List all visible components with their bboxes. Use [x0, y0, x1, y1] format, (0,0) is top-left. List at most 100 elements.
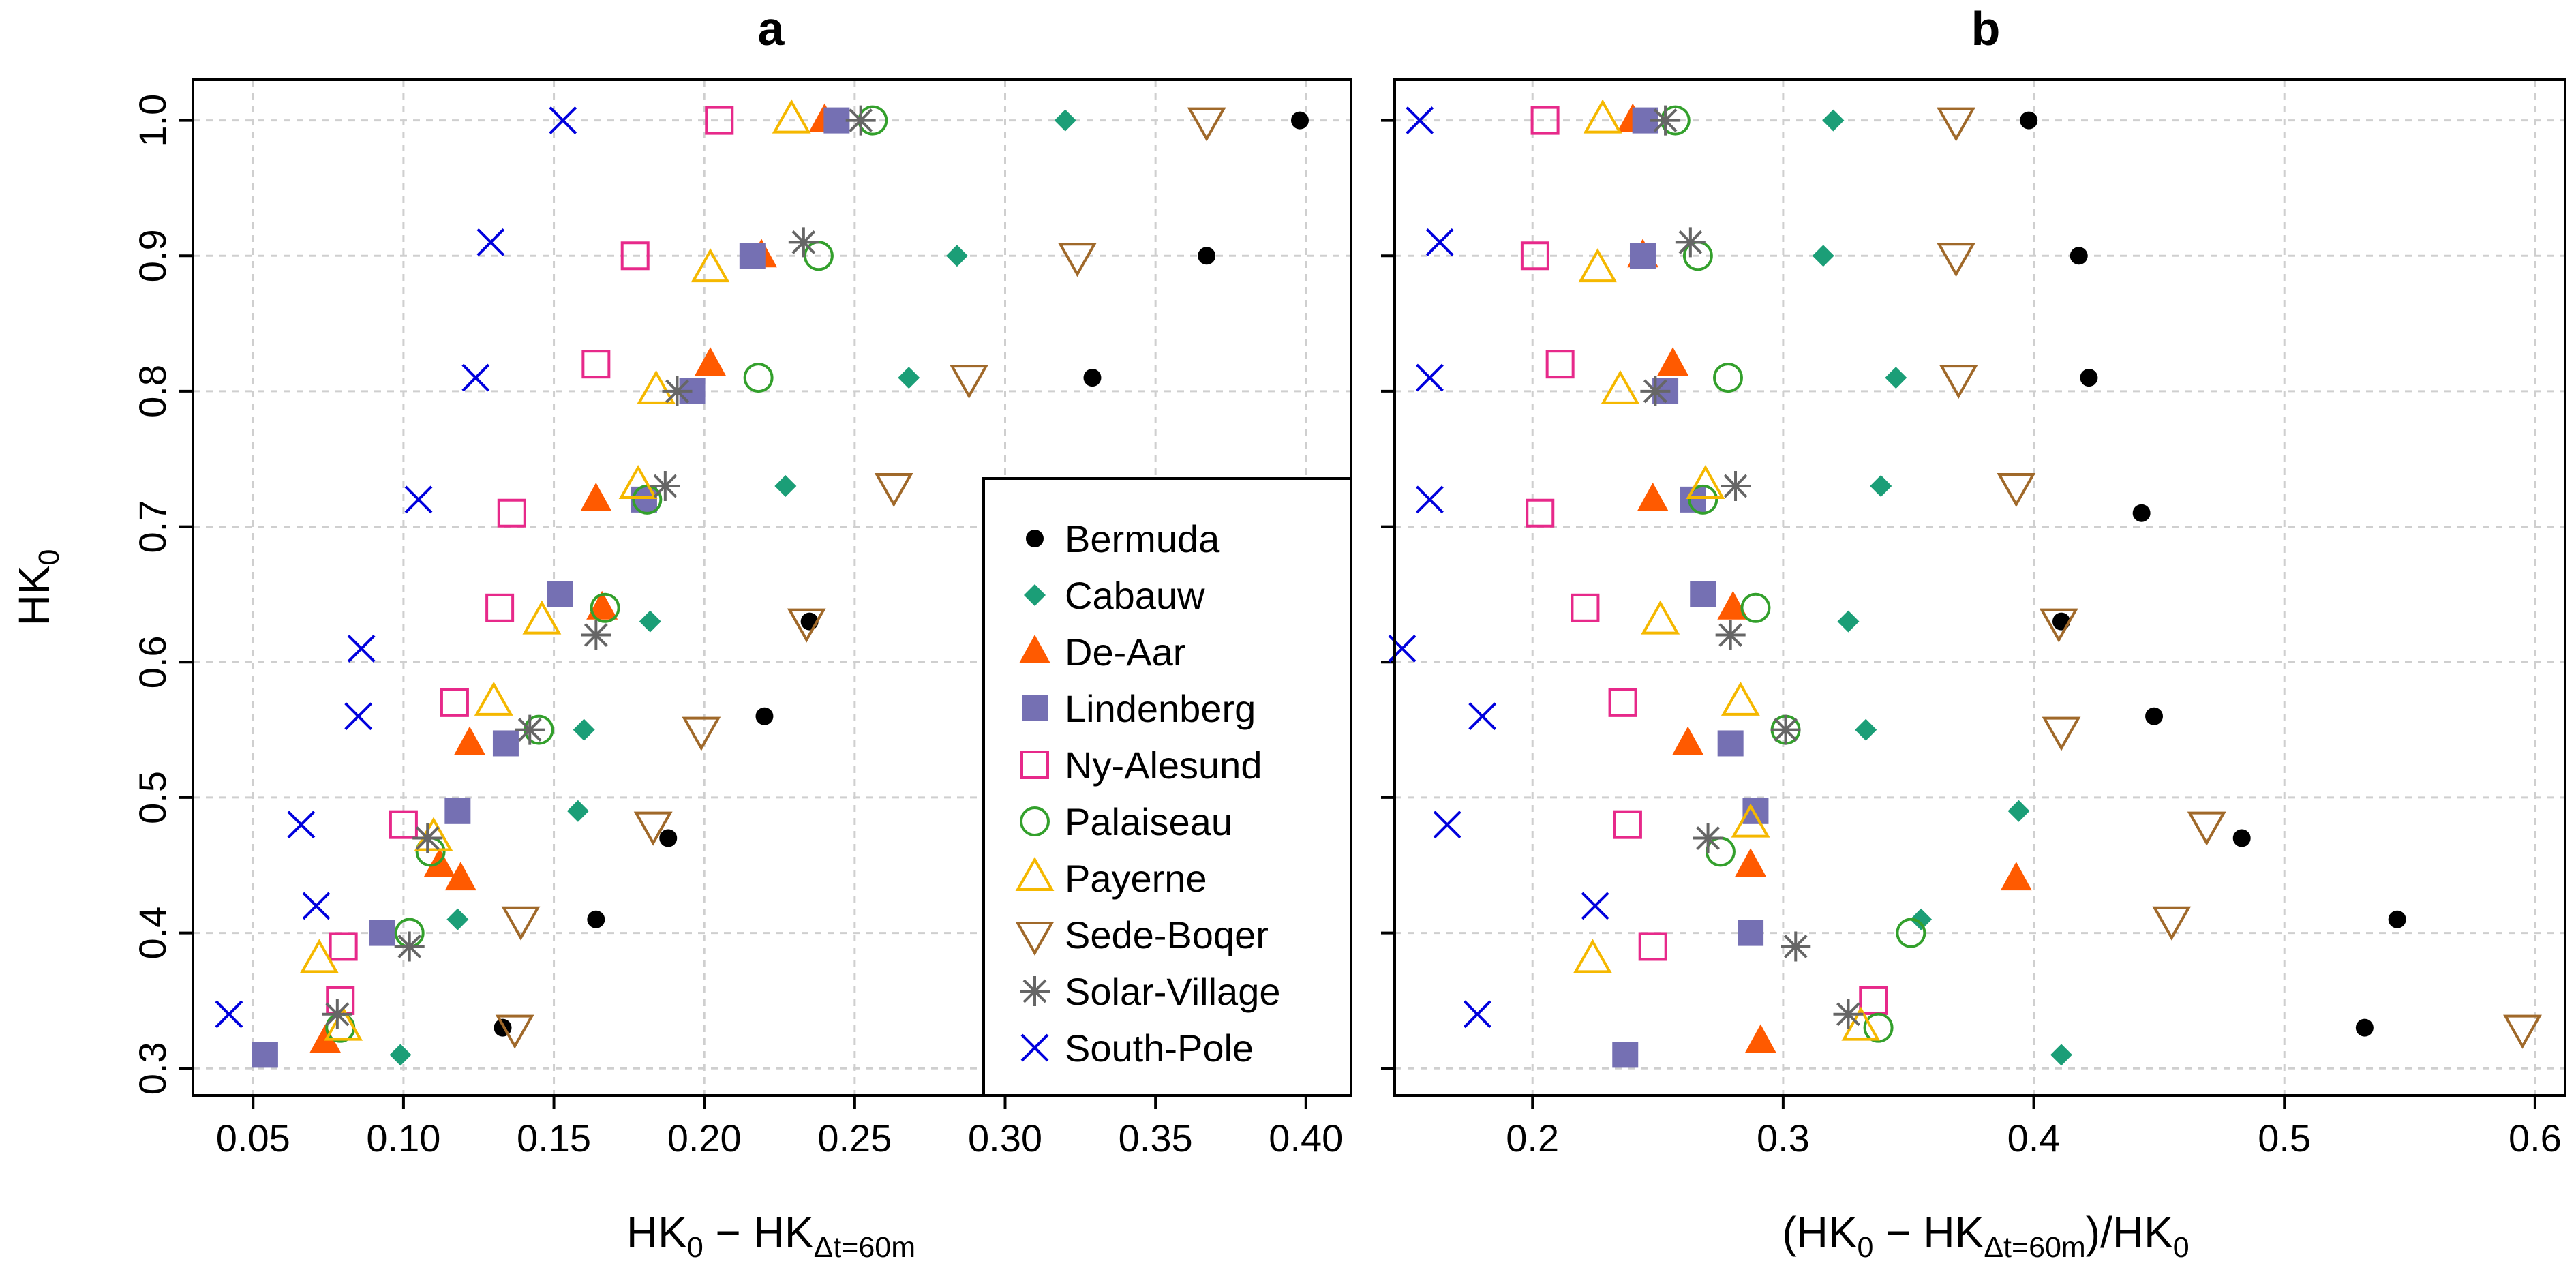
point-a-south-pole-4: [347, 634, 376, 663]
point-a-cabauw-2: [898, 367, 920, 389]
point-b-sede-boqer-3: [1997, 473, 2036, 508]
point-a-cabauw-3: [774, 475, 797, 497]
point-a-payerne-2: [637, 369, 676, 404]
point-b-south-pole-2: [1416, 363, 1444, 392]
point-b-lindenberg-8: [1612, 1042, 1639, 1068]
point-b-palaiseau-8: [1863, 1012, 1894, 1043]
point-b-palaiseau-7: [1896, 918, 1926, 948]
point-a-solar-village-0: [845, 105, 876, 136]
panel-a-ytick-label: 0.8: [131, 365, 174, 418]
legend-label-ny-alesund: Ny-Alesund: [1065, 744, 1262, 787]
point-b-south-pole-0: [1406, 106, 1434, 135]
panel-b-title: b: [1971, 2, 2001, 55]
point-b-lindenberg-1: [1629, 243, 1656, 269]
point-a-lindenberg-5: [492, 730, 519, 757]
point-b-south-pole-6: [1433, 811, 1461, 839]
panel-a-ytick-label: 0.9: [131, 229, 174, 282]
x-axis-label-a: HK0 − HKΔt=60m: [626, 1208, 915, 1264]
panel-b-xtick-label: 0.3: [1757, 1117, 1810, 1160]
point-b-bermuda-2: [2080, 369, 2098, 387]
panel-a-xtick-label: 0.20: [667, 1117, 742, 1160]
point-a-south-pole-7: [302, 892, 331, 920]
point-a-ny-alesund-4: [485, 593, 515, 622]
panel-a-ytick-label: 0.3: [131, 1042, 174, 1095]
point-a-de-aar-7: [444, 862, 476, 891]
x-axis-label-b: (HK0 − HKΔt=60m)/HK0: [1782, 1208, 2189, 1264]
panel-a-ytick-label: 1.0: [131, 94, 174, 147]
point-a-bermuda-2: [1083, 369, 1102, 387]
point-a-de-aar-2: [695, 347, 727, 376]
point-a-lindenberg-8: [252, 1042, 278, 1068]
point-a-ny-alesund-1: [620, 241, 650, 271]
panel-a-ticks: 0.05 0.10 0.15 0.20 0.25 0.30 0.35 0.40 0.3 0.4 0.…: [131, 94, 1343, 1160]
legend-label-payerne: Payerne: [1065, 857, 1207, 900]
point-b-solar-village-5: [1770, 714, 1801, 745]
point-a-sede-boqer-2: [950, 365, 988, 399]
point-a-cabauw-6: [566, 800, 589, 822]
point-b-payerne-6: [1731, 803, 1770, 838]
point-a-lindenberg-7: [369, 920, 396, 946]
point-b-payerne-1: [1578, 248, 1618, 283]
point-b-payerne-0: [1583, 99, 1622, 134]
point-b-cabauw-7: [1910, 908, 1933, 930]
point-a-solar-village-8: [322, 999, 352, 1029]
point-b-sede-boqer-4: [2039, 608, 2078, 643]
point-a-payerne-3: [618, 464, 658, 499]
point-a-cabauw-4: [639, 610, 661, 633]
panel-a-xtick-label: 0.30: [968, 1117, 1042, 1160]
point-b-bermuda-0: [2020, 111, 2038, 130]
panel-a-xtick-label: 0.10: [366, 1117, 440, 1160]
point-a-sede-boqer-4: [787, 608, 826, 643]
x-axis-label-b-sub0: 0: [1858, 1231, 1874, 1264]
point-a-payerne-8: [324, 1006, 363, 1041]
point-a-south-pole-1: [476, 228, 505, 256]
legend-marker-ny-alesund: [1020, 751, 1049, 779]
panel-a-ytick-label: 0.6: [131, 635, 174, 688]
point-b-solar-village-3: [1721, 471, 1751, 501]
point-b-south-pole-1: [1425, 228, 1454, 256]
point-b-lindenberg-4: [1690, 581, 1716, 607]
point-b-de-aar-5: [1672, 726, 1704, 755]
point-a-bermuda-1: [1198, 247, 1216, 265]
point-b-de-aar-4: [1717, 590, 1749, 620]
x-axis-label-b-sub2: 0: [2173, 1231, 2189, 1264]
point-b-cabauw-1: [1812, 245, 1834, 267]
legend: Bermuda Cabauw De-Aar Lindenberg Ny-Alesund P…: [982, 477, 1352, 1097]
point-b-solar-village-1: [1675, 227, 1706, 258]
panel-a-ytick-label: 0.5: [131, 771, 174, 824]
point-a-solar-village-1: [788, 227, 819, 258]
point-b-cabauw-2: [1885, 367, 1907, 389]
x-axis-label-a-sub1: Δt=60m: [814, 1231, 915, 1264]
point-a-palaiseau-4: [590, 592, 620, 623]
point-a-ny-alesund-2: [581, 350, 611, 379]
panel-a-xtick-label: 0.15: [517, 1117, 591, 1160]
legend-marker-de-aar: [1019, 635, 1050, 663]
point-a-solar-village-7: [394, 931, 425, 962]
panel-a: 0.05 0.10 0.15 0.20 0.25 0.30 0.35 0.40 0.3 0.4 0.…: [131, 78, 1352, 1160]
point-b-bermuda-1: [2070, 247, 2088, 265]
panel-b-points: [1388, 99, 2542, 1068]
point-a-south-pole-2: [461, 363, 490, 392]
panel-b: 0.2 0.3 0.4 0.5 0.6: [1381, 78, 2566, 1160]
point-a-payerne-5: [474, 681, 513, 716]
point-a-south-pole-3: [404, 485, 433, 514]
point-b-cabauw-4: [1837, 610, 1860, 633]
point-b-palaiseau-3: [1688, 484, 1718, 515]
point-b-sede-boqer-7: [2152, 906, 2192, 941]
point-a-solar-village-2: [662, 376, 693, 406]
point-b-ny-alesund-7: [1638, 932, 1667, 961]
point-b-de-aar-2: [1657, 347, 1689, 376]
point-a-lindenberg-4: [547, 581, 573, 607]
panel-b-xtick-label: 0.5: [2258, 1117, 2311, 1160]
point-b-ny-alesund-1: [1520, 241, 1549, 271]
point-b-south-pole-5: [1468, 702, 1497, 731]
point-b-bermuda-4: [2052, 612, 2070, 631]
point-a-solar-village-4: [581, 620, 611, 650]
point-b-solar-village-0: [1650, 105, 1681, 136]
point-b-palaiseau-4: [1740, 592, 1771, 623]
point-a-solar-village-3: [650, 471, 680, 501]
point-b-payerne-2: [1601, 369, 1640, 404]
point-a-cabauw-7: [446, 908, 469, 930]
point-b-ny-alesund-4: [1571, 593, 1600, 622]
x-axis-label-a-sub0: 0: [687, 1231, 703, 1264]
